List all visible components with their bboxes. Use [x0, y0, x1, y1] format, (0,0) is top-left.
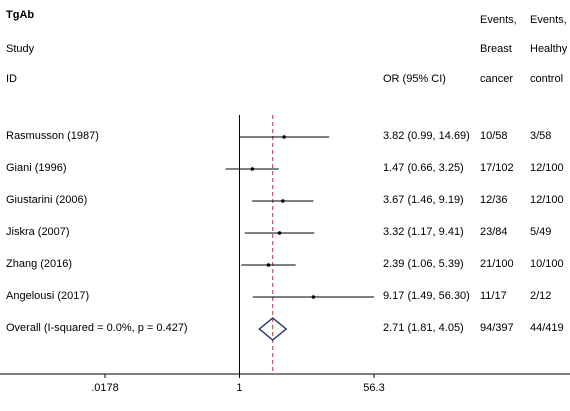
events-healthy: 12/100 [530, 194, 564, 206]
or-ci-text: 3.67 (1.46, 9.19) [383, 194, 464, 206]
or-ci-text: 1.47 (0.66, 3.25) [383, 162, 464, 174]
events-breast: 17/102 [480, 162, 514, 174]
or-ci-text: 3.32 (1.17, 9.41) [383, 226, 464, 238]
events-healthy-header-1: Events, [530, 14, 567, 26]
events-breast: 12/36 [480, 194, 508, 206]
events-healthy: 10/100 [530, 258, 564, 270]
x-tick-label: .0178 [91, 382, 119, 394]
events-breast-header-2: Breast [480, 43, 512, 55]
point-estimate [311, 295, 316, 299]
or-ci-text: 3.82 (0.99, 14.69) [383, 130, 470, 142]
study-label: Giustarini (2006) [6, 194, 88, 206]
or-ci-text: 9.17 (1.49, 56.30) [383, 290, 470, 302]
study-label: Giani (1996) [6, 162, 67, 174]
events-breast-header-1: Events, [480, 14, 517, 26]
study-label: Rasmusson (1987) [6, 130, 99, 142]
events-breast: 23/84 [480, 226, 508, 238]
overall-diamond [258, 317, 288, 341]
study-label: Zhang (2016) [6, 258, 73, 270]
point-estimate [281, 199, 285, 203]
overall-or-ci-text: 2.71 (1.81, 4.05) [383, 322, 464, 334]
events-breast: 21/100 [480, 258, 514, 270]
events-healthy: 5/49 [530, 226, 552, 238]
study-header: Study [6, 43, 35, 55]
or-header: OR (95% CI) [383, 73, 446, 85]
point-estimate [277, 231, 282, 235]
events-healthy: 3/58 [530, 130, 552, 142]
study-label: Jiskra (2007) [6, 226, 70, 238]
events-breast: 11/17 [480, 290, 507, 302]
point-estimate [282, 135, 286, 139]
events-breast-header-3: cancer [480, 73, 514, 85]
x-tick-label: 1 [236, 382, 243, 394]
events-healthy: 12/100 [530, 162, 564, 174]
id-header: ID [6, 73, 17, 85]
events-healthy-header-3: control [530, 73, 564, 85]
or-ci-text: 2.39 (1.06, 5.39) [383, 258, 464, 270]
chart-title: TgAb [6, 9, 35, 21]
x-tick-label: 56.3 [363, 382, 385, 394]
point-estimate [250, 167, 255, 171]
overall-events-breast: 94/397 [480, 322, 514, 334]
events-breast: 10/58 [480, 130, 508, 142]
overall-label: Overall (I-squared = 0.0%, p = 0.427) [6, 322, 188, 334]
events-healthy-header-2: Healthy [530, 43, 568, 55]
point-estimate [266, 263, 271, 267]
overall-events-healthy: 44/419 [530, 322, 564, 334]
study-label: Angelousi (2017) [6, 290, 90, 302]
events-healthy: 2/12 [530, 290, 552, 302]
